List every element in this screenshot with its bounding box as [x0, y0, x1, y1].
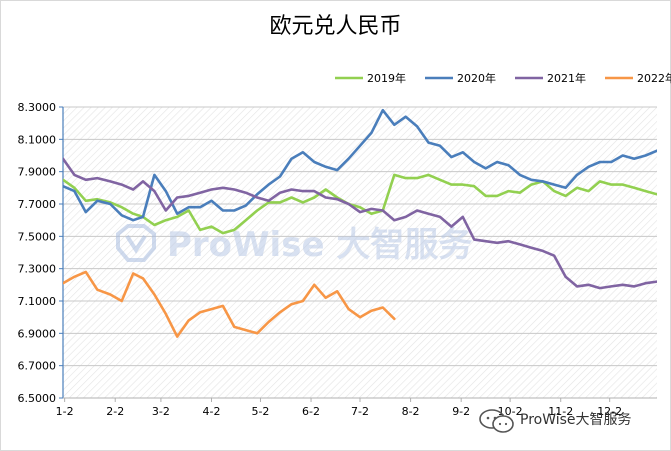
plot-area-background	[63, 107, 657, 398]
watermark: ProWise 大智服务	[116, 224, 472, 265]
legend-label: 2021年	[547, 71, 586, 85]
x-tick-label: 3-2	[152, 405, 170, 418]
y-tick-label: 7.3000	[18, 263, 57, 276]
watermark-corner-text: ProWise大智服务	[520, 412, 632, 428]
x-tick-label: 10-2	[498, 405, 523, 418]
x-tick-label: 6-2	[302, 405, 320, 418]
wechat-logo-icon	[479, 409, 514, 433]
y-tick-label: 8.1000	[18, 133, 57, 146]
legend-label: 2022年	[637, 71, 671, 85]
chart-title: 欧元兑人民币	[269, 14, 402, 39]
series-line-2022年	[63, 270, 396, 338]
x-tick-label: 5-2	[251, 405, 269, 418]
y-tick-label: 7.7000	[18, 198, 57, 211]
legend-label: 2019年	[367, 71, 406, 85]
y-tick-label: 6.5000	[18, 392, 57, 405]
x-tick-label: 11-2	[548, 405, 573, 418]
x-tick-label: 4-2	[203, 405, 221, 418]
x-tick-label: 9-2	[452, 405, 470, 418]
y-tick-label: 6.7000	[18, 360, 57, 373]
x-tick-label: 1-2	[56, 405, 74, 418]
x-tick-label: 2-2	[106, 405, 124, 418]
series-line-2019年	[63, 173, 657, 235]
legend-label: 2020年	[457, 71, 496, 85]
watermark-logo-icon	[116, 224, 156, 262]
y-tick-label: 7.9000	[18, 166, 57, 179]
series-line-2020年	[63, 108, 657, 222]
y-tick-label: 7.1000	[18, 295, 57, 308]
series-line-2021年	[63, 157, 657, 290]
x-tick-label: 8-2	[402, 405, 420, 418]
y-tick-label: 8.3000	[18, 101, 57, 114]
y-tick-label: 7.5000	[18, 230, 57, 243]
legend: 2019年 2020年 2021年 2022年	[335, 71, 671, 85]
watermark-text: ProWise 大智服务	[167, 225, 472, 265]
x-tick-label: 12-2	[597, 405, 622, 418]
series-lines	[63, 108, 657, 338]
x-tick-label: 7-2	[351, 405, 369, 418]
y-tick-label: 6.9000	[18, 327, 57, 340]
axes: 6.5000 6.7000 6.9000 7.1000 7.3000 7.5000 7.70…	[18, 101, 657, 418]
